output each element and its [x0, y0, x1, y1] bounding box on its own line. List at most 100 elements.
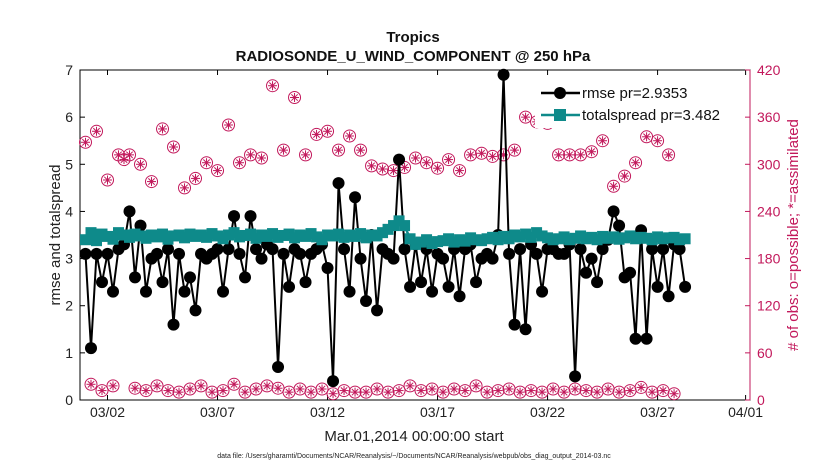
asterisk-stroke	[219, 387, 227, 395]
rmse-point	[354, 252, 367, 265]
y-right-tick-label: 180	[757, 251, 781, 267]
rmse-point	[519, 323, 532, 336]
asterisk-stroke	[445, 156, 453, 164]
possible-obs-point	[409, 151, 423, 165]
y-right-tick-label: 420	[757, 62, 781, 78]
totalspread-point	[146, 229, 158, 241]
rmse-point	[415, 276, 428, 289]
totalspread-point	[96, 228, 108, 240]
assimilated-obs-point	[383, 387, 393, 397]
asterisk-stroke	[324, 127, 332, 135]
asterisk-stroke	[312, 130, 321, 138]
asterisk-stroke	[505, 385, 513, 393]
rmse-point	[393, 153, 406, 166]
asterisk-stroke	[114, 151, 123, 159]
totalspread-point	[85, 227, 97, 239]
asterisk-stroke	[351, 388, 359, 396]
possible-obs-point	[84, 377, 98, 391]
rmse-point	[437, 252, 450, 265]
totalspread-point	[305, 228, 317, 240]
rmse-point	[189, 304, 202, 317]
rmse-point	[162, 243, 175, 256]
totalspread-point	[657, 233, 669, 245]
possible-obs-point	[178, 181, 192, 195]
asterisk-stroke	[511, 146, 519, 154]
assimilated-obs-point	[202, 158, 212, 168]
possible-obs-point	[299, 148, 313, 162]
asterisk-stroke	[670, 390, 678, 398]
asterisk-stroke	[368, 162, 376, 170]
asterisk-stroke	[588, 148, 596, 156]
totalspread-point	[679, 233, 691, 245]
possible-obs-point	[596, 134, 610, 148]
asterisk-stroke	[401, 163, 409, 171]
assimilated-obs-point	[444, 155, 454, 165]
totalspread-point	[536, 230, 548, 242]
rmse-point	[651, 280, 664, 293]
possible-obs-point	[167, 140, 181, 154]
possible-obs-point	[227, 377, 241, 391]
totalspread-point	[437, 235, 449, 247]
y-left-tick-label: 3	[65, 251, 73, 267]
totalspread-point	[206, 228, 218, 240]
asterisk-stroke	[241, 388, 249, 396]
possible-obs-point	[414, 384, 428, 398]
assimilated-obs-point	[592, 387, 602, 397]
asterisk-stroke	[483, 388, 491, 396]
rmse-point	[101, 247, 114, 260]
rmse-point	[327, 375, 340, 388]
totalspread-point	[613, 233, 625, 245]
possible-obs-point	[189, 171, 203, 185]
asterisk-stroke	[274, 384, 282, 392]
possible-obs-point	[381, 385, 395, 399]
totalspread-point	[129, 228, 141, 240]
rmse-point	[178, 285, 191, 298]
possible-obs-point	[563, 148, 577, 162]
asterisk-stroke	[125, 151, 134, 159]
asterisk-stroke	[131, 384, 139, 392]
rmse-point	[217, 285, 230, 298]
totalspread-point	[608, 231, 620, 243]
rmse-point	[140, 285, 153, 298]
assimilated-obs-point	[438, 387, 448, 397]
rmse-point	[349, 191, 362, 204]
rmse-point	[629, 332, 642, 345]
rmse-point	[283, 280, 296, 293]
rmse-point	[596, 243, 609, 256]
assimilated-obs-point	[339, 386, 349, 396]
asterisk-stroke	[626, 387, 634, 395]
asterisk-stroke	[362, 388, 370, 396]
legend-totalspread-label: totalspread pr=3.482	[582, 107, 720, 124]
assimilated-obs-point	[185, 384, 195, 394]
possible-obs-point	[288, 91, 302, 104]
totalspread-point	[140, 232, 152, 244]
assimilated-obs-point	[488, 151, 498, 161]
asterisk-stroke	[87, 380, 95, 388]
assimilated-obs-point	[257, 153, 267, 163]
rmse-point	[580, 266, 593, 279]
possible-obs-point	[90, 124, 104, 138]
totalspread-point	[553, 233, 565, 245]
x-tick-label: 03/17	[420, 404, 455, 420]
asterisk-stroke	[290, 93, 299, 102]
assimilated-obs-point	[323, 126, 333, 136]
possible-obs-point	[645, 385, 659, 399]
assimilated-obs-point	[191, 173, 201, 183]
totalspread-point	[421, 234, 433, 246]
asterisk-stroke	[538, 388, 546, 396]
y-right-tick-label: 0	[757, 392, 765, 408]
possible-obs-point	[134, 157, 148, 171]
rmse-point	[167, 318, 180, 331]
legend: rmse pr=2.9353 totalspread pr=3.482	[535, 76, 743, 128]
assimilated-obs-point	[180, 183, 190, 193]
x-axis-title: Mar.01,2014 00:00:00 start	[324, 428, 504, 445]
y-right-tick-label: 360	[757, 109, 781, 125]
totalspread-point	[624, 230, 636, 242]
assimilated-obs-point	[108, 381, 118, 391]
assimilated-obs-point	[317, 384, 327, 394]
assimilated-obs-point	[152, 381, 162, 391]
rmse-point	[426, 285, 439, 298]
totalspread-point	[547, 234, 559, 246]
rmse-point	[530, 247, 543, 260]
asterisk-stroke	[412, 154, 420, 162]
